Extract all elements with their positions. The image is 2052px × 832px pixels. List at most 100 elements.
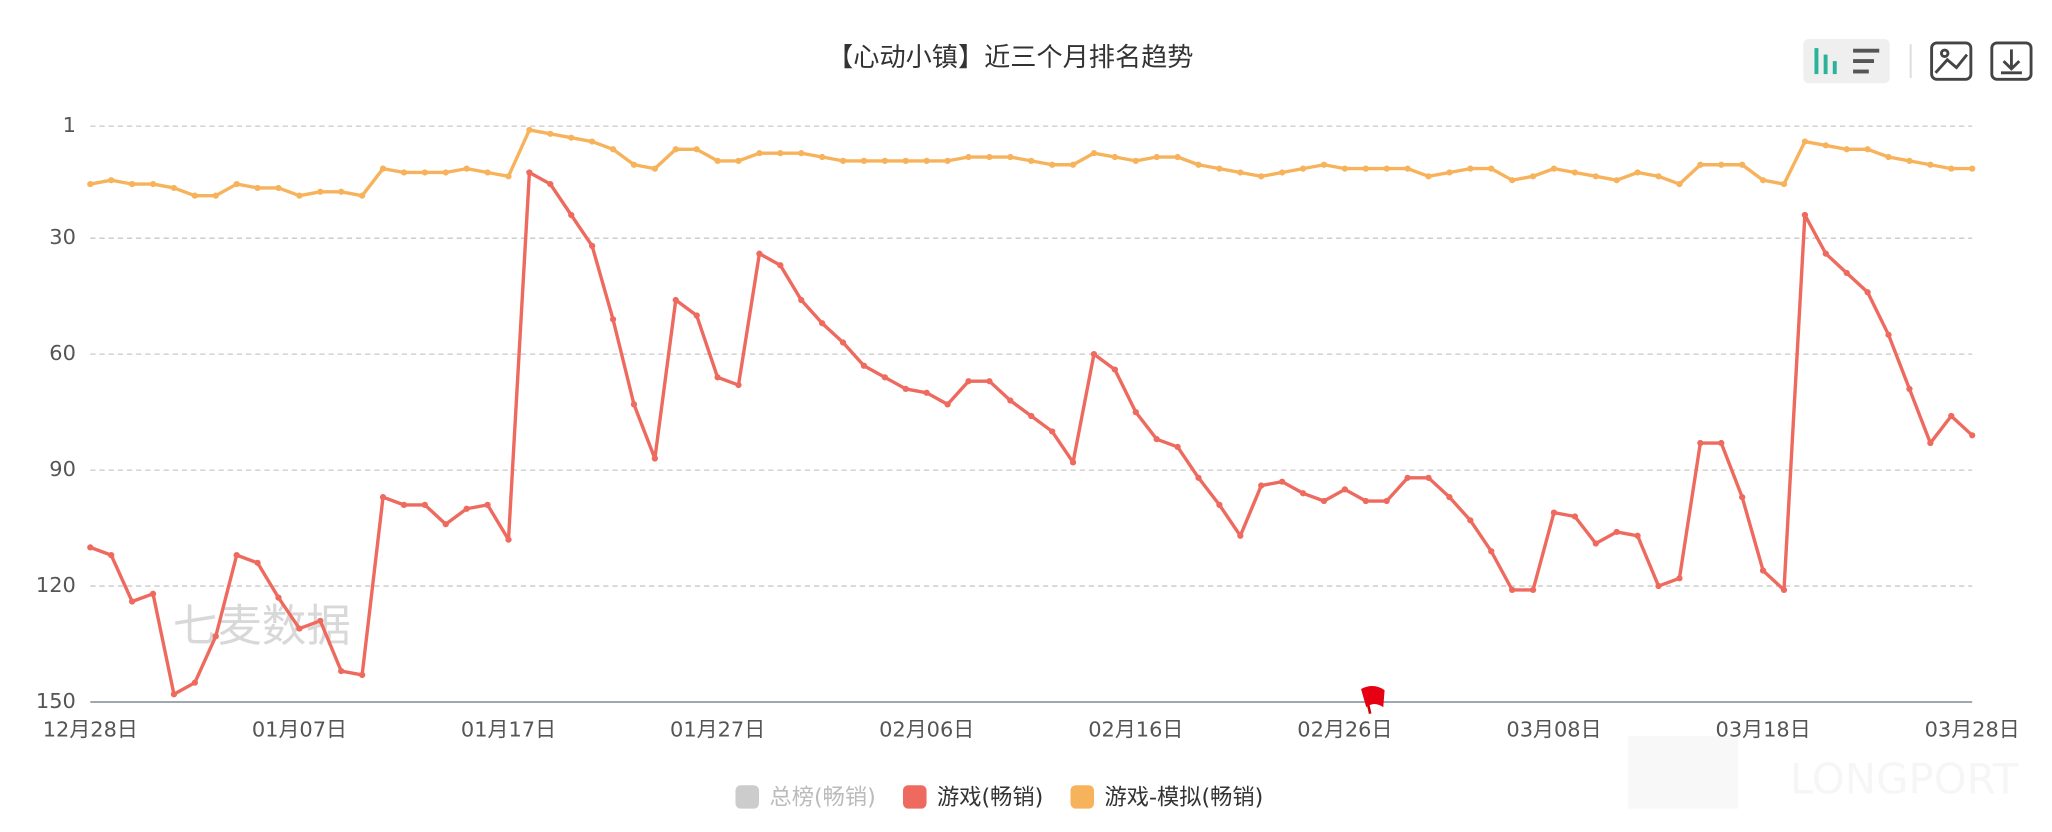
x-tick-label: 02月16日: [1088, 718, 1183, 742]
data-point: [170, 184, 178, 192]
data-point: [1509, 586, 1516, 594]
y-tick-label: 150: [36, 689, 76, 713]
event-flag: [1361, 686, 1385, 714]
data-point: [1111, 153, 1119, 161]
data-point: [1090, 150, 1098, 157]
data-point: [630, 401, 638, 408]
data-point: [1007, 397, 1014, 404]
data-point: [714, 157, 721, 165]
data-point: [1467, 165, 1474, 172]
data-point: [1927, 161, 1934, 168]
data-point: [421, 501, 428, 508]
data-point: [1843, 269, 1850, 277]
data-point: [1885, 331, 1892, 338]
data-point: [756, 150, 763, 157]
data-point: [651, 165, 659, 172]
x-tick-label: 03月08日: [1506, 718, 1601, 742]
data-point: [1759, 567, 1767, 574]
legend-swatch[interactable]: [1070, 785, 1095, 809]
data-point: [1801, 138, 1809, 145]
data-point: [839, 157, 847, 165]
data-point: [1049, 428, 1056, 435]
data-point: [338, 667, 345, 675]
y-tick-label: 60: [49, 341, 76, 365]
data-point: [1279, 478, 1286, 485]
x-tick-label: 12月28日: [43, 718, 138, 742]
data-point: [1425, 173, 1432, 180]
data-point: [484, 501, 491, 508]
data-point: [798, 150, 805, 157]
data-point: [358, 671, 366, 679]
data-point: [1299, 490, 1307, 497]
data-point: [1299, 165, 1307, 172]
data-point: [275, 594, 282, 601]
data-point: [191, 192, 198, 199]
data-point: [588, 138, 596, 145]
data-point: [609, 316, 617, 323]
data-point: [1362, 165, 1369, 172]
data-point: [505, 536, 512, 543]
data-point: [1383, 165, 1390, 172]
data-point: [588, 242, 596, 250]
data-point: [1404, 165, 1411, 172]
data-point: [1237, 532, 1244, 539]
data-point: [1759, 177, 1767, 184]
series-line: [89, 170, 1974, 696]
data-point: [275, 184, 282, 192]
data-point: [881, 374, 889, 381]
x-tick-label: 01月27日: [670, 718, 765, 742]
data-point: [149, 590, 157, 597]
data-point: [1007, 153, 1014, 161]
data-point: [1592, 540, 1599, 547]
data-point: [128, 598, 136, 605]
data-point: [965, 153, 972, 161]
data-point: [505, 173, 512, 180]
data-point: [400, 169, 408, 176]
data-point: [1132, 408, 1139, 416]
data-point: [1864, 289, 1871, 296]
data-point: [651, 455, 659, 462]
data-point: [1718, 439, 1725, 447]
data-point: [1550, 165, 1558, 172]
data-point: [986, 153, 993, 161]
data-point: [777, 150, 784, 157]
data-point: [672, 146, 679, 153]
data-point: [317, 617, 324, 624]
data-point: [923, 389, 930, 396]
data-point: [128, 180, 136, 188]
data-point: [1634, 169, 1641, 176]
data-point: [1258, 173, 1265, 180]
data-point: [358, 192, 366, 199]
data-point: [1425, 474, 1432, 481]
data-point: [87, 180, 94, 188]
data-point: [1174, 153, 1181, 161]
data-point: [1822, 142, 1829, 149]
y-tick-label: 90: [49, 457, 76, 481]
legend-label: 游戏-模拟(畅销): [1105, 785, 1264, 811]
data-point: [87, 544, 94, 551]
data-point: [902, 385, 909, 393]
data-point: [1906, 157, 1913, 165]
legend-swatch[interactable]: [902, 785, 927, 809]
data-point: [1655, 173, 1662, 180]
data-point: [442, 169, 449, 176]
data-point: [1153, 436, 1160, 443]
data-point: [693, 146, 700, 153]
data-point: [1529, 173, 1537, 180]
data-point: [1948, 165, 1955, 172]
data-point: [170, 691, 178, 698]
data-point: [1822, 250, 1829, 257]
series: [87, 169, 1976, 698]
x-tick-label: 02月06日: [879, 718, 974, 742]
download-button[interactable]: [1990, 41, 2033, 81]
data-point: [1697, 439, 1704, 447]
data-point: [1049, 161, 1056, 168]
data-point: [902, 157, 909, 165]
image-button[interactable]: [1930, 41, 1973, 81]
legend-swatch[interactable]: [735, 785, 760, 809]
data-point: [317, 188, 324, 195]
data-point: [756, 250, 763, 257]
data-point: [923, 157, 930, 165]
data-point: [1529, 586, 1537, 594]
